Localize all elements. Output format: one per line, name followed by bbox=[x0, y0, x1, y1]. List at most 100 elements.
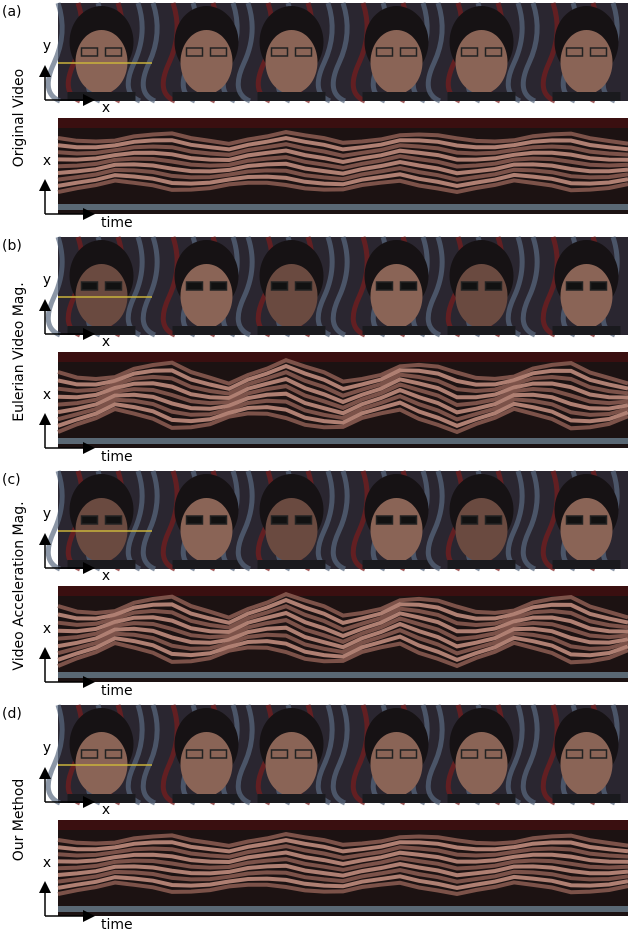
panel-title: Our Method bbox=[11, 779, 27, 862]
slice-top bbox=[58, 586, 628, 596]
glasses bbox=[567, 516, 583, 524]
shirt bbox=[258, 326, 326, 335]
face bbox=[76, 732, 128, 796]
axis-label: time bbox=[101, 917, 133, 933]
face bbox=[561, 30, 613, 94]
frame-strip bbox=[48, 471, 628, 569]
xt-slice bbox=[58, 820, 628, 916]
glasses bbox=[401, 282, 417, 290]
xt-slice bbox=[58, 586, 628, 682]
shirt bbox=[363, 92, 431, 101]
glasses bbox=[187, 516, 203, 524]
axis-label: x bbox=[102, 334, 110, 350]
slice-top bbox=[58, 352, 628, 362]
frame-strip bbox=[48, 3, 628, 101]
glasses bbox=[296, 516, 312, 524]
axis-label: x bbox=[102, 802, 110, 818]
slice-bottom bbox=[58, 672, 628, 678]
glasses bbox=[591, 282, 607, 290]
slice-bottom bbox=[58, 906, 628, 912]
shirt bbox=[173, 794, 241, 803]
panel-title: Eulerian Video Mag. bbox=[11, 282, 27, 421]
shirt bbox=[553, 560, 621, 569]
face bbox=[456, 264, 508, 328]
shirt bbox=[553, 326, 621, 335]
slice-top bbox=[58, 820, 628, 830]
frame-strip bbox=[48, 237, 628, 335]
face bbox=[181, 498, 233, 562]
shirt bbox=[448, 326, 516, 335]
panel-label: (c) bbox=[2, 472, 21, 488]
face bbox=[181, 732, 233, 796]
face bbox=[266, 732, 318, 796]
shirt bbox=[553, 794, 621, 803]
shirt bbox=[363, 326, 431, 335]
face bbox=[561, 498, 613, 562]
panel-title: Video Acceleration Mag. bbox=[11, 501, 27, 670]
axis-label: time bbox=[101, 683, 133, 699]
xt-slice bbox=[58, 352, 628, 448]
glasses bbox=[82, 282, 98, 290]
slice-bottom bbox=[58, 438, 628, 444]
frame-strip bbox=[48, 705, 628, 803]
shirt bbox=[258, 560, 326, 569]
shirt bbox=[553, 92, 621, 101]
face bbox=[181, 264, 233, 328]
face bbox=[456, 30, 508, 94]
face bbox=[561, 732, 613, 796]
face bbox=[76, 264, 128, 328]
glasses bbox=[486, 282, 502, 290]
shirt bbox=[448, 92, 516, 101]
glasses bbox=[211, 516, 227, 524]
face bbox=[561, 264, 613, 328]
glasses bbox=[462, 516, 478, 524]
axis-label: x bbox=[43, 153, 51, 169]
axis-label: y bbox=[43, 38, 51, 54]
glasses bbox=[187, 282, 203, 290]
glasses bbox=[486, 516, 502, 524]
shirt bbox=[173, 560, 241, 569]
glasses bbox=[377, 516, 393, 524]
axis-label: y bbox=[43, 740, 51, 756]
panel-title: Original Video bbox=[11, 69, 27, 167]
glasses bbox=[272, 282, 288, 290]
panel: (a) Original Video y x x time bbox=[2, 3, 628, 231]
shirt bbox=[363, 560, 431, 569]
axis-label: x bbox=[102, 100, 110, 116]
slice-bottom bbox=[58, 204, 628, 210]
face bbox=[456, 732, 508, 796]
glasses bbox=[296, 282, 312, 290]
panel: (b)Eulerian Video Mag.yxxtime bbox=[2, 237, 628, 465]
glasses bbox=[591, 516, 607, 524]
panel-label: (b) bbox=[2, 238, 22, 254]
glasses bbox=[462, 282, 478, 290]
face bbox=[371, 498, 423, 562]
glasses bbox=[377, 282, 393, 290]
shirt bbox=[173, 92, 241, 101]
axis-label: time bbox=[101, 215, 133, 231]
shirt bbox=[173, 326, 241, 335]
slice-top bbox=[58, 118, 628, 128]
face bbox=[76, 30, 128, 94]
glasses bbox=[106, 516, 122, 524]
shirt bbox=[258, 92, 326, 101]
panel-label: (a) bbox=[2, 4, 22, 20]
shirt bbox=[258, 794, 326, 803]
face bbox=[266, 30, 318, 94]
face bbox=[456, 498, 508, 562]
face bbox=[371, 732, 423, 796]
face bbox=[371, 264, 423, 328]
axis-label: x bbox=[43, 621, 51, 637]
face bbox=[266, 264, 318, 328]
face bbox=[76, 498, 128, 562]
axis-label: time bbox=[101, 449, 133, 465]
panel: (d)Our Methodyxxtime bbox=[2, 705, 628, 933]
axis-label: y bbox=[43, 272, 51, 288]
glasses bbox=[567, 282, 583, 290]
axis-label: x bbox=[102, 568, 110, 584]
figure: (a) Original Video y x x time (b) Eulerian Vide… bbox=[0, 0, 628, 935]
face bbox=[371, 30, 423, 94]
face bbox=[181, 30, 233, 94]
glasses bbox=[82, 516, 98, 524]
